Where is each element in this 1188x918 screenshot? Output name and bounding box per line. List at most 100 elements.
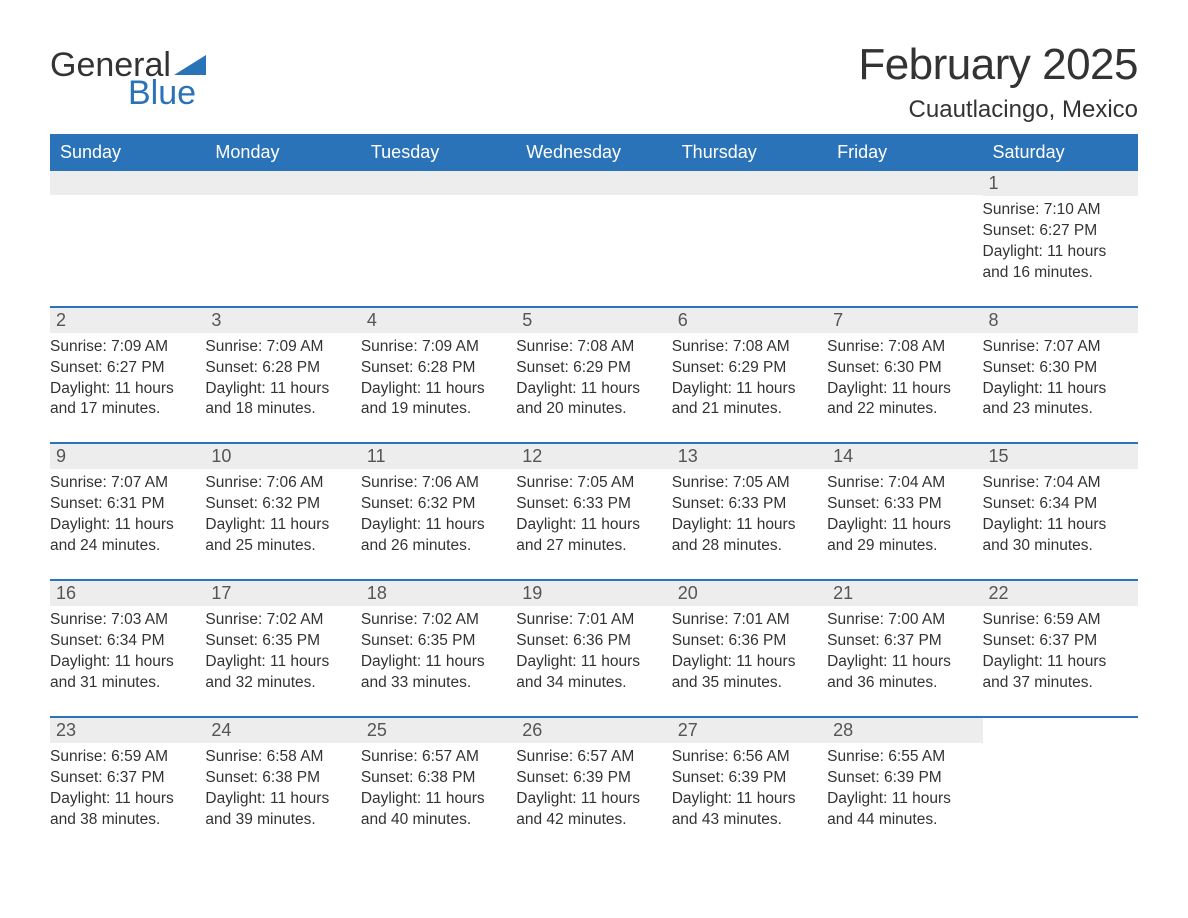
- sunrise-line: Sunrise: 7:05 AM: [516, 473, 669, 494]
- sunrise-line: Sunrise: 7:02 AM: [361, 610, 514, 631]
- sunset-line: Sunset: 6:34 PM: [983, 494, 1136, 515]
- day-number: 24: [205, 718, 360, 743]
- day-number: 17: [205, 581, 360, 606]
- sunrise-line: Sunrise: 6:57 AM: [516, 747, 669, 768]
- day-number: 28: [827, 718, 982, 743]
- sunrise-line: Sunrise: 6:56 AM: [672, 747, 825, 768]
- day-info: Sunrise: 7:09 AMSunset: 6:28 PMDaylight:…: [361, 333, 516, 425]
- sunset-line: Sunset: 6:36 PM: [672, 631, 825, 652]
- day-number: 5: [516, 308, 671, 333]
- day-info: Sunrise: 7:05 AMSunset: 6:33 PMDaylight:…: [672, 469, 827, 561]
- day-number: 10: [205, 444, 360, 469]
- sunrise-line: Sunrise: 7:07 AM: [50, 473, 203, 494]
- day-number: 22: [983, 581, 1138, 606]
- daylight-line: Daylight: 11 hours and 39 minutes.: [205, 789, 358, 831]
- sunrise-line: Sunrise: 6:59 AM: [983, 610, 1136, 631]
- daylight-line: Daylight: 11 hours and 27 minutes.: [516, 515, 669, 557]
- day-number: 15: [983, 444, 1138, 469]
- logo-triangle-icon: [174, 55, 206, 75]
- calendar-cell: [205, 171, 360, 288]
- day-info: Sunrise: 6:57 AMSunset: 6:38 PMDaylight:…: [361, 743, 516, 835]
- sunset-line: Sunset: 6:30 PM: [983, 358, 1136, 379]
- weekday-header-row: SundayMondayTuesdayWednesdayThursdayFrid…: [50, 134, 1138, 171]
- calendar-cell: 5Sunrise: 7:08 AMSunset: 6:29 PMDaylight…: [516, 308, 671, 425]
- day-info: Sunrise: 6:56 AMSunset: 6:39 PMDaylight:…: [672, 743, 827, 835]
- day-number-blank: [361, 171, 516, 195]
- sunset-line: Sunset: 6:37 PM: [50, 768, 203, 789]
- sunset-line: Sunset: 6:38 PM: [361, 768, 514, 789]
- sunset-line: Sunset: 6:38 PM: [205, 768, 358, 789]
- day-info: Sunrise: 6:55 AMSunset: 6:39 PMDaylight:…: [827, 743, 982, 835]
- day-info: Sunrise: 7:08 AMSunset: 6:30 PMDaylight:…: [827, 333, 982, 425]
- sunset-line: Sunset: 6:36 PM: [516, 631, 669, 652]
- calendar-cell: 16Sunrise: 7:03 AMSunset: 6:34 PMDayligh…: [50, 581, 205, 698]
- sunrise-line: Sunrise: 7:03 AM: [50, 610, 203, 631]
- sunset-line: Sunset: 6:34 PM: [50, 631, 203, 652]
- calendar-cell: 21Sunrise: 7:00 AMSunset: 6:37 PMDayligh…: [827, 581, 982, 698]
- day-number: 18: [361, 581, 516, 606]
- day-info: Sunrise: 7:05 AMSunset: 6:33 PMDaylight:…: [516, 469, 671, 561]
- sunset-line: Sunset: 6:28 PM: [205, 358, 358, 379]
- day-number: 8: [983, 308, 1138, 333]
- day-number: 21: [827, 581, 982, 606]
- logo: General Blue: [50, 40, 206, 110]
- sunrise-line: Sunrise: 7:08 AM: [516, 337, 669, 358]
- sunset-line: Sunset: 6:37 PM: [983, 631, 1136, 652]
- calendar-cell: [672, 171, 827, 288]
- day-info: Sunrise: 6:59 AMSunset: 6:37 PMDaylight:…: [50, 743, 205, 835]
- day-number: 7: [827, 308, 982, 333]
- daylight-line: Daylight: 11 hours and 16 minutes.: [983, 242, 1136, 284]
- sunrise-line: Sunrise: 7:09 AM: [50, 337, 203, 358]
- day-info: Sunrise: 7:10 AMSunset: 6:27 PMDaylight:…: [983, 196, 1138, 288]
- sunset-line: Sunset: 6:32 PM: [205, 494, 358, 515]
- day-info: Sunrise: 7:06 AMSunset: 6:32 PMDaylight:…: [361, 469, 516, 561]
- page-title: February 2025: [858, 40, 1138, 90]
- calendar-cell: 14Sunrise: 7:04 AMSunset: 6:33 PMDayligh…: [827, 444, 982, 561]
- daylight-line: Daylight: 11 hours and 22 minutes.: [827, 379, 980, 421]
- day-info: Sunrise: 7:00 AMSunset: 6:37 PMDaylight:…: [827, 606, 982, 698]
- sunrise-line: Sunrise: 7:09 AM: [361, 337, 514, 358]
- calendar-cell: 6Sunrise: 7:08 AMSunset: 6:29 PMDaylight…: [672, 308, 827, 425]
- sunrise-line: Sunrise: 7:04 AM: [827, 473, 980, 494]
- day-number: 23: [50, 718, 205, 743]
- sunset-line: Sunset: 6:32 PM: [361, 494, 514, 515]
- day-number-blank: [516, 171, 671, 195]
- day-info: Sunrise: 6:57 AMSunset: 6:39 PMDaylight:…: [516, 743, 671, 835]
- daylight-line: Daylight: 11 hours and 37 minutes.: [983, 652, 1136, 694]
- sunrise-line: Sunrise: 7:07 AM: [983, 337, 1136, 358]
- daylight-line: Daylight: 11 hours and 36 minutes.: [827, 652, 980, 694]
- day-number: 14: [827, 444, 982, 469]
- sunset-line: Sunset: 6:33 PM: [827, 494, 980, 515]
- sunrise-line: Sunrise: 7:02 AM: [205, 610, 358, 631]
- title-block: February 2025 Cuautlacingo, Mexico: [858, 40, 1138, 124]
- daylight-line: Daylight: 11 hours and 28 minutes.: [672, 515, 825, 557]
- day-number: 2: [50, 308, 205, 333]
- calendar-cell: 28Sunrise: 6:55 AMSunset: 6:39 PMDayligh…: [827, 718, 982, 835]
- day-number: 13: [672, 444, 827, 469]
- day-info: Sunrise: 7:08 AMSunset: 6:29 PMDaylight:…: [516, 333, 671, 425]
- day-info: Sunrise: 7:04 AMSunset: 6:34 PMDaylight:…: [983, 469, 1138, 561]
- daylight-line: Daylight: 11 hours and 18 minutes.: [205, 379, 358, 421]
- sunrise-line: Sunrise: 7:00 AM: [827, 610, 980, 631]
- calendar-cell: 19Sunrise: 7:01 AMSunset: 6:36 PMDayligh…: [516, 581, 671, 698]
- daylight-line: Daylight: 11 hours and 42 minutes.: [516, 789, 669, 831]
- sunset-line: Sunset: 6:39 PM: [516, 768, 669, 789]
- calendar-week: 1Sunrise: 7:10 AMSunset: 6:27 PMDaylight…: [50, 171, 1138, 288]
- day-number: 25: [361, 718, 516, 743]
- daylight-line: Daylight: 11 hours and 19 minutes.: [361, 379, 514, 421]
- daylight-line: Daylight: 11 hours and 25 minutes.: [205, 515, 358, 557]
- sunset-line: Sunset: 6:29 PM: [672, 358, 825, 379]
- calendar-cell: 26Sunrise: 6:57 AMSunset: 6:39 PMDayligh…: [516, 718, 671, 835]
- calendar-cell: 23Sunrise: 6:59 AMSunset: 6:37 PMDayligh…: [50, 718, 205, 835]
- calendar-cell: 24Sunrise: 6:58 AMSunset: 6:38 PMDayligh…: [205, 718, 360, 835]
- sunset-line: Sunset: 6:35 PM: [205, 631, 358, 652]
- calendar-cell: 15Sunrise: 7:04 AMSunset: 6:34 PMDayligh…: [983, 444, 1138, 561]
- calendar-cell: 4Sunrise: 7:09 AMSunset: 6:28 PMDaylight…: [361, 308, 516, 425]
- day-info: Sunrise: 7:06 AMSunset: 6:32 PMDaylight:…: [205, 469, 360, 561]
- sunset-line: Sunset: 6:27 PM: [983, 221, 1136, 242]
- day-info: Sunrise: 7:02 AMSunset: 6:35 PMDaylight:…: [361, 606, 516, 698]
- daylight-line: Daylight: 11 hours and 17 minutes.: [50, 379, 203, 421]
- daylight-line: Daylight: 11 hours and 20 minutes.: [516, 379, 669, 421]
- daylight-line: Daylight: 11 hours and 30 minutes.: [983, 515, 1136, 557]
- daylight-line: Daylight: 11 hours and 31 minutes.: [50, 652, 203, 694]
